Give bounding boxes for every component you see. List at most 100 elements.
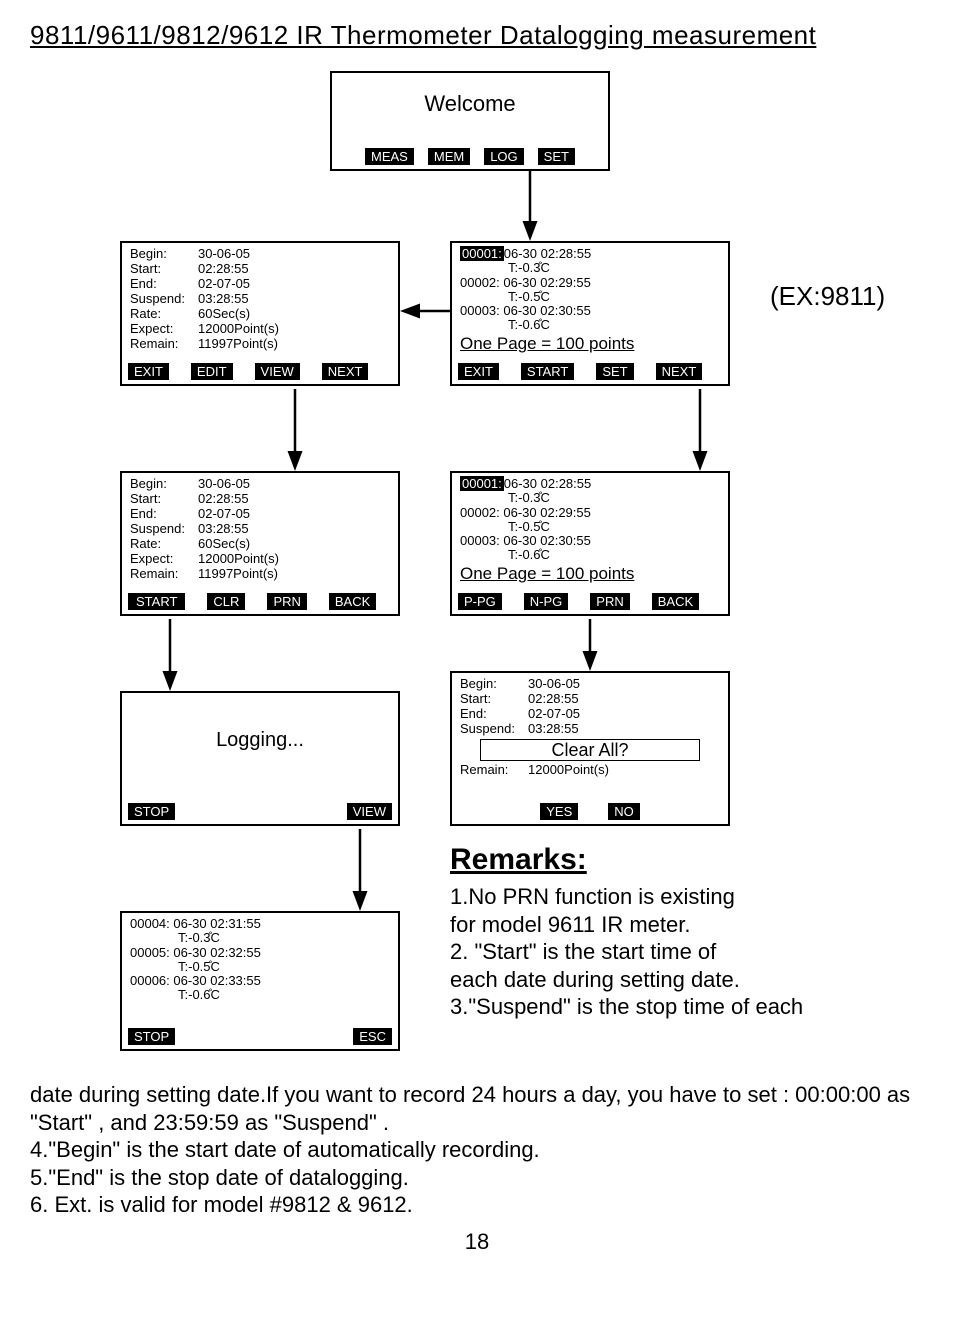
rec-ts-3: 06-30 02:30:55 — [503, 303, 590, 318]
back-button[interactable]: BACK — [329, 593, 376, 610]
rec-id-2b: 00002: — [460, 505, 500, 520]
no-button[interactable]: NO — [608, 803, 640, 820]
rec-id-4: 00004: — [130, 916, 170, 931]
rec-ts-4: 06-30 02:31:55 — [173, 916, 260, 931]
records-buttons: STOP ESC — [128, 1028, 392, 1045]
value-suspend: 03:28:55 — [198, 292, 249, 307]
ppg-button[interactable]: P-PG — [458, 593, 502, 610]
clear-content: Begin:30-06-05 Start:02:28:55 End:02-07-… — [452, 673, 728, 782]
clear-all-label: Clear All? — [480, 739, 700, 762]
value-remain: 11997Point(s) — [198, 337, 278, 352]
start-button[interactable]: START — [521, 363, 574, 380]
prn-button-2[interactable]: PRN — [590, 593, 629, 610]
rec-val-6: T:-0.6̊C — [130, 988, 390, 1002]
back-button-2[interactable]: BACK — [652, 593, 699, 610]
value-begin: 30-06-05 — [198, 247, 250, 262]
label-begin-2: Begin: — [130, 477, 198, 492]
logging-buttons: STOP VIEW — [128, 803, 392, 820]
rec-ts-2: 06-30 02:29:55 — [503, 275, 590, 290]
label-begin: Begin: — [130, 247, 198, 262]
remark-line-5: 3."Suspend" is the stop time of each — [450, 993, 930, 1021]
clr-label-start: Start: — [460, 692, 528, 707]
rec-val-1b: T:-0.3̊C — [460, 491, 720, 505]
rec-val-5: T:-0.5̊C — [130, 960, 390, 974]
value-rate-2: 60Sec(s) — [198, 537, 250, 552]
value-start-2: 02:28:55 — [198, 492, 249, 507]
next-button-2[interactable]: NEXT — [656, 363, 703, 380]
stop-button-2[interactable]: STOP — [128, 1028, 175, 1045]
flow-diagram: Welcome MEAS MEM LOG SET Begin:30-06-05 … — [30, 71, 930, 1081]
mem-button[interactable]: MEM — [428, 148, 470, 165]
prn-button[interactable]: PRN — [267, 593, 306, 610]
page-heading: 9811/9611/9812/9612 IR Thermometer Datal… — [30, 20, 924, 51]
rec-ts-5: 06-30 02:32:55 — [173, 945, 260, 960]
view-button[interactable]: VIEW — [255, 363, 300, 380]
rec-val-2: T:-0.5̊C — [460, 290, 720, 304]
rec-val-3b: T:-0.6̊C — [460, 548, 720, 562]
label-expect: Expect: — [130, 322, 198, 337]
rec-id-6: 00006: — [130, 973, 170, 988]
exit-button-2[interactable]: EXIT — [458, 363, 499, 380]
clr-button[interactable]: CLR — [207, 593, 245, 610]
esc-button[interactable]: ESC — [353, 1028, 392, 1045]
value-end: 02-07-05 — [198, 277, 250, 292]
clr-value-remain: 12000Point(s) — [528, 763, 609, 778]
rec-ts-2b: 06-30 02:29:55 — [503, 505, 590, 520]
records-panel: 00004: 06-30 02:31:55 T:-0.3̊C 00005: 06… — [120, 911, 400, 1051]
records-content: 00004: 06-30 02:31:55 T:-0.3̊C 00005: 06… — [122, 913, 398, 1007]
label-rate-2: Rate: — [130, 537, 198, 552]
data-content-1: 00001:06-30 02:28:55 T:-0.3̊C 00002: 06-… — [452, 243, 728, 357]
logging-panel: Logging... STOP VIEW — [120, 691, 400, 826]
rec-ts-1: 06-30 02:28:55 — [504, 246, 591, 261]
rec-id-2: 00002: — [460, 275, 500, 290]
label-end: End: — [130, 277, 198, 292]
logging-title: Logging... — [122, 729, 398, 752]
bottom-list: 4."Begin" is the start date of automatic… — [30, 1136, 924, 1219]
page-number: 18 — [30, 1229, 924, 1255]
set-button[interactable]: SET — [538, 148, 575, 165]
edit-button[interactable]: EDIT — [191, 363, 233, 380]
clr-value-suspend: 03:28:55 — [528, 722, 579, 737]
data-points-panel-1: 00001:06-30 02:28:55 T:-0.3̊C 00002: 06-… — [450, 241, 730, 386]
start-button-2[interactable]: START — [128, 593, 185, 610]
settings-panel-1: Begin:30-06-05 Start:02:28:55 End:02-07-… — [120, 241, 400, 386]
welcome-panel: Welcome MEAS MEM LOG SET — [330, 71, 610, 171]
value-rate: 60Sec(s) — [198, 307, 250, 322]
label-rate: Rate: — [130, 307, 198, 322]
welcome-title: Welcome — [332, 91, 608, 117]
clear-buttons: YES NO — [452, 803, 728, 820]
set-button-2[interactable]: SET — [596, 363, 633, 380]
settings-panel-2-buttons: START CLR PRN BACK — [122, 593, 398, 610]
bottom-line-5: 5."End" is the stop date of datalogging. — [30, 1164, 924, 1192]
log-button[interactable]: LOG — [484, 148, 523, 165]
data-panel-1-buttons: EXIT START SET NEXT — [452, 363, 728, 380]
clr-label-end: End: — [460, 707, 528, 722]
page-count-label: One Page = 100 points — [460, 335, 720, 354]
rec-ts-1b: 06-30 02:28:55 — [504, 476, 591, 491]
next-button[interactable]: NEXT — [322, 363, 369, 380]
yes-button[interactable]: YES — [540, 803, 578, 820]
bottom-line-6: 6. Ext. is valid for model #9812 & 9612. — [30, 1191, 924, 1219]
view-button-2[interactable]: VIEW — [347, 803, 392, 820]
npg-button[interactable]: N-PG — [524, 593, 569, 610]
value-remain-2: 11997Point(s) — [198, 567, 278, 582]
meas-button[interactable]: MEAS — [365, 148, 414, 165]
rec-id-3b: 00003: — [460, 533, 500, 548]
bottom-line-4: 4."Begin" is the start date of automatic… — [30, 1136, 924, 1164]
stop-button[interactable]: STOP — [128, 803, 175, 820]
settings-content-2: Begin:30-06-05 Start:02:28:55 End:02-07-… — [122, 473, 398, 586]
label-remain-2: Remain: — [130, 567, 198, 582]
label-start: Start: — [130, 262, 198, 277]
settings-panel-2: Begin:30-06-05 Start:02:28:55 End:02-07-… — [120, 471, 400, 616]
rec-id-3: 00003: — [460, 303, 500, 318]
remarks-heading: Remarks: — [450, 843, 587, 877]
value-end-2: 02-07-05 — [198, 507, 250, 522]
remarks-body: 1.No PRN function is existing for model … — [450, 883, 930, 1021]
label-expect-2: Expect: — [130, 552, 198, 567]
rec-ts-6: 06-30 02:33:55 — [173, 973, 260, 988]
rec-id-5: 00005: — [130, 945, 170, 960]
remark-line-3: 2. "Start" is the start time of — [450, 938, 930, 966]
remark-line-4: each date during setting date. — [450, 966, 930, 994]
value-start: 02:28:55 — [198, 262, 249, 277]
exit-button[interactable]: EXIT — [128, 363, 169, 380]
